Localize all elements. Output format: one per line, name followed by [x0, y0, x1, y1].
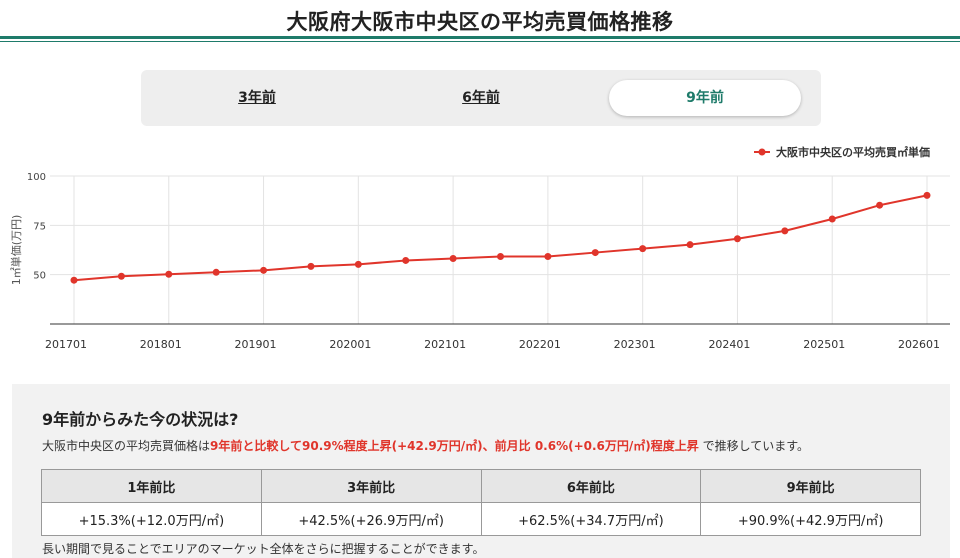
table-header-cell: 9年前比	[700, 469, 921, 503]
y-tick-label: 50	[33, 271, 46, 282]
table-header-row: 1年前比 3年前比 6年前比 9年前比	[41, 469, 921, 503]
summary-highlight: 9年前と比較して90.9%程度上昇(+42.9万円/㎡)、前月比 0.6%(+0…	[210, 439, 699, 453]
data-point	[497, 253, 504, 261]
table-header-cell: 1年前比	[41, 469, 262, 503]
title-underline-thin	[0, 41, 960, 42]
data-point	[828, 215, 836, 223]
tab-9-years[interactable]: 9年前	[609, 80, 801, 116]
data-point	[402, 256, 410, 264]
data-point	[591, 249, 599, 257]
series-line	[73, 194, 928, 282]
data-point	[449, 254, 457, 262]
data-point	[686, 241, 694, 249]
data-point	[733, 235, 741, 243]
data-point	[212, 268, 220, 276]
data-point	[70, 276, 78, 284]
x-tick-label: 202501	[803, 338, 845, 351]
panel-footer: 長い期間で見ることでエリアのマーケット全体をさらに把握することができます。	[42, 542, 485, 556]
table-header-cell: 3年前比	[260, 469, 482, 503]
table-cell: +62.5%(+34.7万円/㎡)	[480, 502, 702, 536]
y-axis-title: 1㎡単価(万円)	[9, 215, 23, 286]
x-tick-label: 201801	[140, 338, 182, 351]
table-row: +15.3%(+12.0万円/㎡) +42.5%(+26.9万円/㎡) +62.…	[41, 502, 921, 536]
data-point	[544, 253, 552, 261]
tab-6-years[interactable]: 6年前	[462, 90, 500, 106]
data-point	[307, 262, 315, 270]
x-tick-label: 202301	[614, 338, 656, 351]
data-point	[639, 245, 647, 253]
x-tick-label: 201701	[45, 338, 87, 351]
summary-suffix: で推移しています。	[698, 439, 810, 453]
data-point	[781, 227, 789, 235]
comparison-table: 1年前比 3年前比 6年前比 9年前比 +15.3%(+12.0万円/㎡) +4…	[41, 469, 921, 536]
panel-heading: 9年前からみた今の状況は?	[42, 410, 239, 429]
data-point	[923, 191, 931, 199]
table-cell: +15.3%(+12.0万円/㎡)	[41, 502, 262, 536]
period-tabs: 3年前 6年前 9年前	[141, 70, 821, 126]
x-tick-label: 202101	[424, 338, 466, 351]
y-tick-label: 75	[33, 221, 46, 232]
x-tick-label: 201901	[235, 338, 277, 351]
legend-label: 大阪市中央区の平均売買㎡単価	[776, 145, 930, 159]
data-point	[260, 266, 268, 274]
data-point	[876, 201, 884, 209]
data-point	[354, 260, 362, 268]
status-panel: 9年前からみた今の状況は? 大阪市中央区の平均売買価格は9年前と比較して90.9…	[12, 384, 950, 558]
x-tick-label: 202601	[898, 338, 940, 351]
table-header-cell: 6年前比	[480, 469, 702, 503]
title-underline	[0, 36, 960, 39]
data-point	[117, 272, 125, 280]
summary-prefix: 大阪市中央区の平均売買価格は	[42, 439, 211, 453]
legend-marker	[758, 148, 766, 156]
price-line-chart: 50 75 100 201701 201801 201901 202001 202101 202…	[9, 145, 950, 351]
data-point	[165, 270, 173, 278]
x-tick-label: 202201	[519, 338, 561, 351]
y-tick-label: 100	[27, 172, 46, 183]
page-title: 大阪府大阪市中央区の平均売買価格推移	[286, 10, 674, 34]
table-cell: +42.5%(+26.9万円/㎡)	[260, 502, 482, 536]
tab-3-years[interactable]: 3年前	[238, 90, 276, 106]
panel-summary: 大阪市中央区の平均売買価格は9年前と比較して90.9%程度上昇(+42.9万円/…	[42, 437, 809, 454]
x-tick-label: 202401	[708, 338, 750, 351]
table-cell: +90.9%(+42.9万円/㎡)	[700, 502, 921, 536]
x-tick-label: 202001	[329, 338, 371, 351]
